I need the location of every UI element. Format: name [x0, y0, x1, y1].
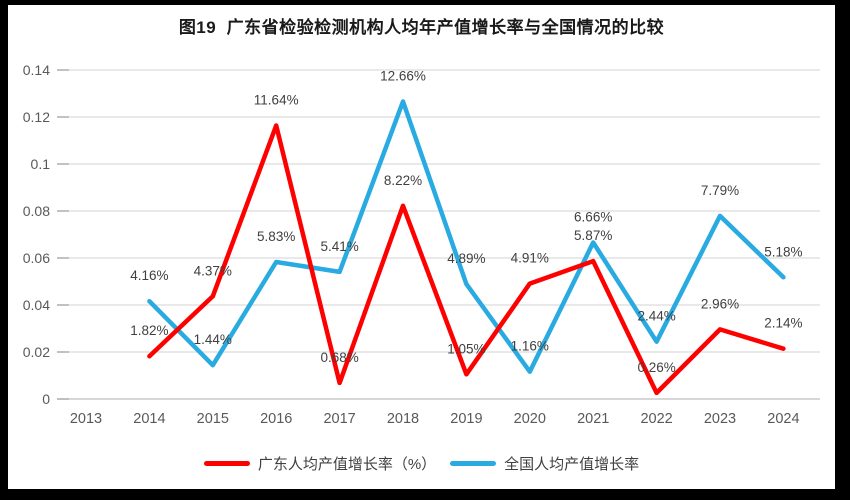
chart-title: 图19 广东省检验检测机构人均年产值增长率与全国情况的比较: [178, 18, 665, 37]
legend-item-national: 全国人均产值增长率: [450, 453, 639, 474]
y-tick-label: 0.08: [23, 203, 50, 219]
data-label-series-0: 2.96%: [701, 296, 739, 311]
legend-item-guangdong: 广东人均产值增长率（%）: [203, 453, 437, 474]
y-tick-label: 0.04: [23, 297, 50, 313]
data-label-series-0: 8.22%: [384, 173, 422, 188]
x-tick-label: 2022: [640, 411, 672, 427]
y-tick-label: 0: [42, 391, 50, 407]
chart-legend: 广东人均产值增长率（%） 全国人均产值增长率: [8, 453, 835, 474]
x-tick-label: 2023: [704, 411, 736, 427]
x-tick-label: 2024: [767, 411, 799, 427]
legend-line-marker-blue: [450, 461, 497, 466]
y-tick-label: 0.12: [23, 109, 50, 125]
data-label-series-1: 4.89%: [447, 251, 485, 266]
data-label-series-0: 0.26%: [637, 360, 675, 375]
x-tick-label: 2015: [197, 411, 229, 427]
x-tick-label: 2021: [577, 411, 609, 427]
data-label-series-1: 6.66%: [574, 210, 612, 225]
data-label-series-1: 1.44%: [194, 332, 232, 347]
data-label-series-0: 5.87%: [574, 228, 612, 243]
data-label-series-0: 4.91%: [511, 251, 549, 266]
x-tick-label: 2020: [514, 411, 546, 427]
x-tick-label: 2018: [387, 411, 419, 427]
series-line-0: [147, 123, 786, 396]
data-label-series-0: 0.68%: [320, 350, 358, 365]
chart-canvas: 图19 广东省检验检测机构人均年产值增长率与全国情况的比较 0 0.02 0.04 0…: [8, 5, 835, 489]
data-label-series-0: 2.14%: [764, 316, 802, 331]
x-tick-label: 2019: [450, 411, 482, 427]
x-tick-label: 2016: [260, 411, 292, 427]
line-chart: 0 0.02 0.04 0.06 0.08 0.1 0.12 0.14 2013 2014 2015…: [23, 62, 820, 427]
y-tick-label: 0.14: [23, 62, 50, 78]
data-label-series-1: 2.44%: [637, 309, 675, 324]
x-tick-label: 2014: [133, 411, 165, 427]
data-label-series-1: 5.83%: [257, 229, 295, 244]
y-tick-label: 0.06: [23, 250, 50, 266]
y-tick-label: 0.1: [31, 156, 51, 172]
data-label-series-1: 12.66%: [380, 69, 426, 84]
data-label-series-0: 1.05%: [447, 341, 485, 356]
data-label-series-1: 1.16%: [511, 339, 549, 354]
legend-label-guangdong: 广东人均产值增长率（%）: [257, 456, 437, 473]
data-label-series-0: 1.82%: [130, 323, 168, 338]
legend-line-marker-red: [203, 461, 250, 466]
data-label-series-1: 7.79%: [701, 183, 739, 198]
legend-label-national: 全国人均产值增长率: [504, 456, 640, 473]
x-tick-label: 2017: [323, 411, 355, 427]
data-label-series-0: 4.37%: [194, 263, 232, 278]
series-line-1: [147, 99, 786, 374]
data-label-series-1: 4.16%: [130, 268, 168, 283]
data-label-series-0: 11.64%: [254, 93, 299, 108]
data-label-series-1: 5.41%: [320, 239, 358, 254]
y-tick-label: 0.02: [23, 344, 50, 360]
data-label-series-1: 5.18%: [764, 244, 802, 259]
x-tick-label: 2013: [70, 411, 102, 427]
